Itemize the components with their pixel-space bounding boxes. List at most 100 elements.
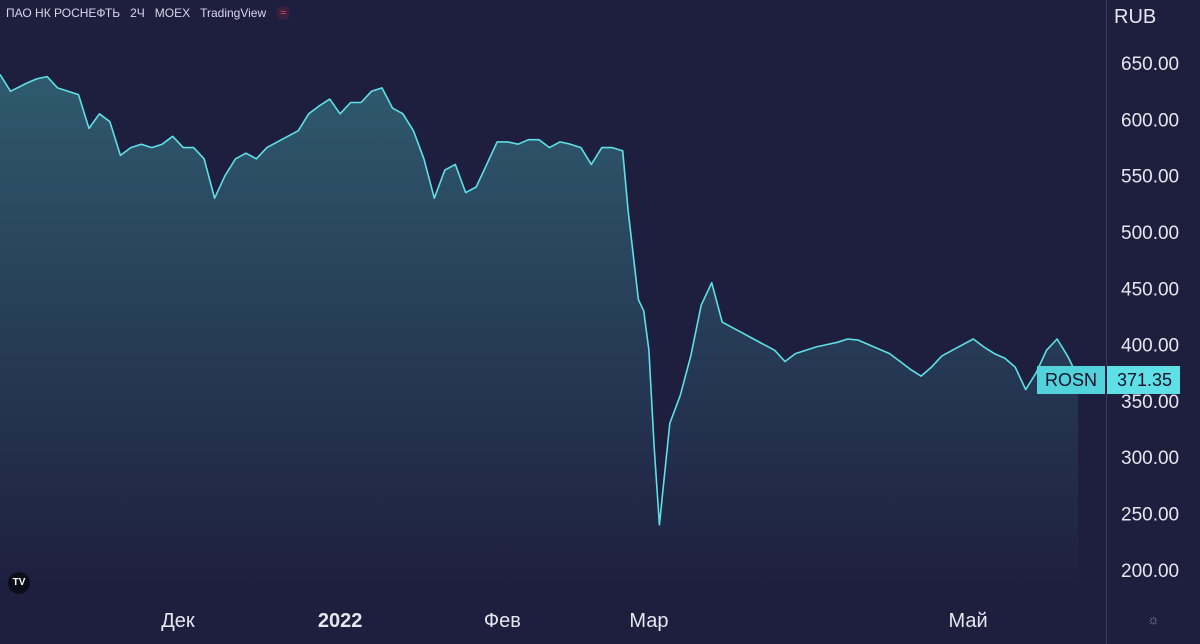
data-point	[972, 338, 974, 340]
data-point	[203, 158, 205, 160]
data-point	[161, 143, 163, 145]
data-point	[580, 147, 582, 149]
y-tick-label: 600.00	[1121, 110, 1179, 131]
data-point	[465, 192, 467, 194]
data-point	[569, 143, 571, 145]
price-area-fill	[0, 74, 1078, 595]
data-point	[669, 422, 671, 424]
y-tick-label: 650.00	[1121, 54, 1179, 75]
data-point	[276, 141, 278, 143]
data-point	[899, 361, 901, 363]
source-label: TradingView	[200, 6, 267, 20]
data-point	[224, 175, 226, 177]
y-tick-label: 500.00	[1121, 223, 1179, 244]
data-point	[951, 349, 953, 351]
data-point	[794, 353, 796, 355]
data-point	[402, 113, 404, 115]
data-point	[878, 348, 880, 350]
data-point	[815, 346, 817, 348]
data-point	[329, 98, 331, 100]
y-tick-label: 400.00	[1121, 336, 1179, 357]
data-point	[679, 394, 681, 396]
data-point	[826, 344, 828, 346]
data-point	[1014, 366, 1016, 368]
data-point	[774, 349, 776, 351]
data-point	[590, 163, 592, 165]
data-point	[711, 282, 713, 284]
data-point	[78, 94, 80, 96]
x-tick-label: Дек	[161, 610, 195, 632]
data-point	[1056, 338, 1058, 340]
data-point	[658, 524, 660, 526]
chart-header: ПАО НК РОСНЕФТЬ 2Ч MOEX TradingView ≈	[6, 6, 291, 20]
data-point	[266, 147, 268, 149]
data-point	[1046, 349, 1048, 351]
data-point	[496, 141, 498, 143]
data-point	[653, 445, 655, 447]
data-point	[732, 327, 734, 329]
data-point	[538, 139, 540, 141]
data-point	[889, 353, 891, 355]
data-point	[637, 299, 639, 301]
data-point	[46, 76, 48, 78]
data-point	[308, 113, 310, 115]
data-point	[910, 368, 912, 370]
currency-label[interactable]: RUB	[1114, 6, 1157, 28]
data-point	[627, 209, 629, 211]
price-axis-divider	[1106, 0, 1107, 644]
data-point	[193, 147, 195, 149]
data-point	[920, 375, 922, 377]
data-point	[721, 321, 723, 323]
data-point	[381, 87, 383, 89]
data-point	[507, 141, 509, 143]
data-point	[297, 130, 299, 132]
data-point	[962, 344, 964, 346]
data-point	[412, 130, 414, 132]
data-point	[611, 147, 613, 149]
data-point	[350, 102, 352, 104]
data-point	[475, 186, 477, 188]
data-point	[993, 353, 995, 355]
data-point	[784, 361, 786, 363]
data-point	[454, 163, 456, 165]
data-point	[119, 154, 121, 156]
data-point	[805, 349, 807, 351]
exchange-label: MOEX	[154, 6, 191, 20]
x-tick-label: 2022	[318, 610, 363, 632]
data-point	[10, 90, 12, 92]
data-point	[109, 121, 111, 123]
data-point	[836, 341, 838, 343]
data-point	[486, 163, 488, 165]
data-point	[941, 355, 943, 357]
data-point	[235, 158, 237, 160]
y-tick-label: 300.00	[1121, 448, 1179, 469]
data-point	[172, 135, 174, 137]
data-point	[130, 147, 132, 149]
data-point	[753, 338, 755, 340]
tradingview-logo-icon[interactable]: TV	[8, 572, 30, 594]
y-tick-label: 450.00	[1121, 279, 1179, 300]
data-point	[214, 197, 216, 199]
data-point	[433, 197, 435, 199]
data-point	[549, 147, 551, 149]
data-point	[931, 366, 933, 368]
x-tick-label: Май	[949, 610, 988, 632]
data-point	[1004, 357, 1006, 359]
symbol-name[interactable]: ПАО НК РОСНЕФТЬ	[6, 6, 121, 20]
interval-label[interactable]: 2Ч	[130, 6, 145, 20]
data-point	[622, 150, 624, 152]
data-point	[857, 339, 859, 341]
data-point	[517, 143, 519, 145]
data-point	[643, 310, 645, 312]
y-tick-label: 350.00	[1121, 392, 1179, 413]
data-point	[318, 105, 320, 107]
settings-icon[interactable]: ☼	[1147, 611, 1160, 627]
y-tick-label: 200.00	[1121, 561, 1179, 582]
data-point	[423, 158, 425, 160]
data-point	[1025, 389, 1027, 391]
data-point	[742, 332, 744, 334]
data-point	[255, 158, 257, 160]
data-point	[528, 139, 530, 141]
data-point	[88, 127, 90, 129]
